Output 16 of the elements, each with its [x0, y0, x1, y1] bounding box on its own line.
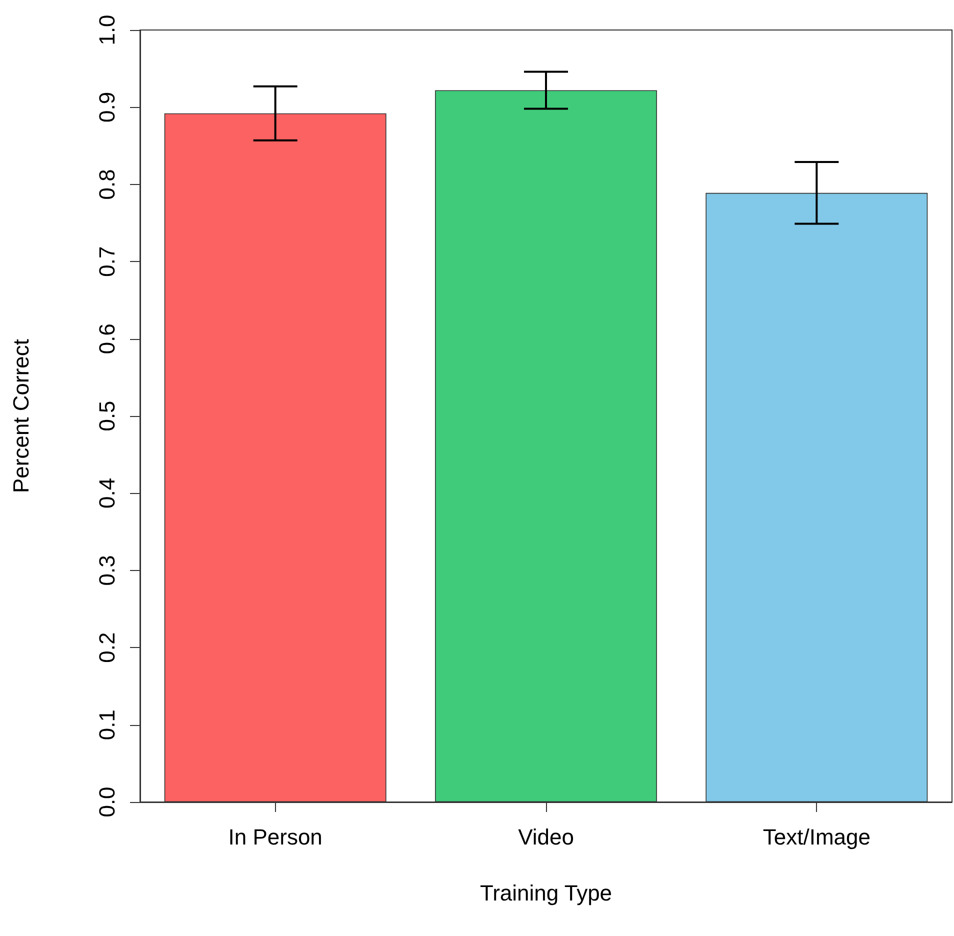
x-axis-title: Training Type	[480, 880, 612, 906]
y-tick-label: 0.0	[94, 786, 120, 818]
y-axis-title: Percent Correct	[8, 338, 34, 494]
y-tick-label: 0.8	[94, 169, 120, 200]
x-tick-label: In Person	[228, 824, 322, 850]
x-tick-label: Video	[518, 824, 574, 850]
y-tick-label: 0.6	[94, 324, 120, 354]
y-tick-label: 1.0	[94, 14, 120, 46]
y-tick-label: 0.3	[94, 555, 120, 586]
y-tick-label: 0.7	[94, 246, 120, 277]
y-tick-label: 0.9	[94, 92, 120, 122]
y-tick-label: 0.2	[94, 632, 120, 663]
y-tick-label: 0.5	[94, 400, 120, 432]
y-tick-label: 0.4	[94, 478, 120, 508]
y-tick-label: 0.1	[94, 710, 120, 740]
x-tick-label: Text/Image	[762, 824, 870, 850]
